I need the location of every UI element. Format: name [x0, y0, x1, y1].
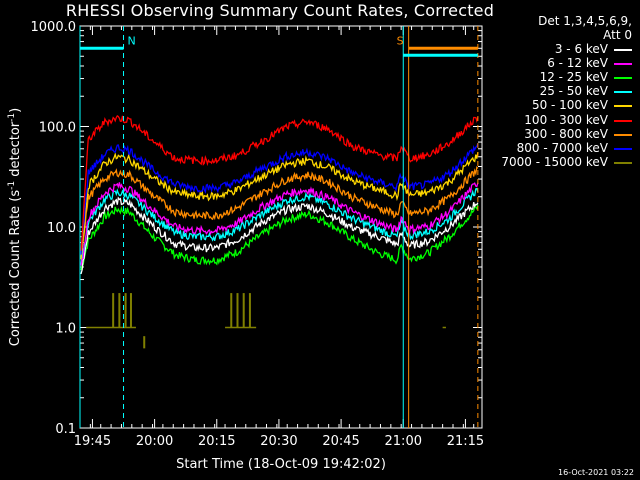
chart-title: RHESSI Observing Summary Count Rates, Co…: [65, 1, 495, 20]
legend-label: 25 - 50 keV: [539, 84, 608, 99]
y-axis-label-part: detector: [8, 121, 23, 181]
y-tick-label: 1000.0: [31, 20, 77, 35]
legend-item: 50 - 100 keV: [488, 98, 634, 112]
legend-label: 12 - 25 keV: [539, 70, 608, 85]
legend-item: 12 - 25 keV: [488, 70, 634, 84]
y-axis-label-superscript: -1: [7, 113, 17, 122]
legend-swatch: [614, 161, 632, 164]
x-axis-label: Start Time (18-Oct-09 19:42:02): [176, 457, 386, 472]
legend-item: 800 - 7000 keV: [488, 141, 634, 155]
y-axis-label-superscript: -1: [7, 181, 17, 190]
legend-label: 3 - 6 keV: [554, 42, 608, 56]
y-tick-label: 0.1: [55, 422, 76, 437]
x-tick-label: 20:30: [260, 434, 297, 449]
x-tick-label: 20:15: [198, 434, 235, 449]
legend-item: 300 - 800 keV: [488, 127, 634, 141]
legend-swatch: [614, 119, 632, 122]
series-line-12-25keV: [80, 204, 479, 271]
series-line-50-100keV: [80, 151, 479, 260]
x-tick-label: 20:00: [136, 434, 173, 449]
annotation-label-N: N: [128, 34, 136, 47]
series-line-6-12keV: [80, 182, 479, 266]
x-tick-label: 20:45: [322, 434, 359, 449]
legend-swatch: [614, 77, 632, 80]
legend-label: 6 - 12 keV: [547, 56, 608, 71]
legend-swatch: [614, 49, 632, 51]
series-line-800-7000keV: [80, 143, 479, 255]
y-tick-label: 1.0: [55, 322, 76, 337]
series-line-3-6keV: [80, 196, 479, 275]
series-line-300-800keV: [80, 166, 479, 260]
legend-swatch: [614, 133, 632, 136]
legend-item: 25 - 50 keV: [488, 84, 634, 98]
legend-label: 800 - 7000 keV: [516, 140, 608, 155]
y-tick-label: 100.0: [39, 121, 76, 136]
legend-item: 7000 - 15000 keV: [488, 155, 634, 169]
legend-swatch: [614, 105, 632, 108]
y-tick-label: 10.0: [47, 221, 76, 236]
legend-swatch: [614, 147, 632, 150]
legend-swatch: [614, 91, 632, 94]
legend-label: 300 - 800 keV: [524, 126, 608, 141]
legend-header-line2: Att 0: [603, 28, 632, 42]
x-tick-label: 21:00: [385, 434, 422, 449]
annotation-label-S: S: [397, 34, 404, 47]
footer-timestamp: 16-Oct-2021 03:22: [558, 468, 634, 477]
legend-label: 50 - 100 keV: [531, 98, 608, 113]
y-axis-label-part: Corrected Count Rate (s: [8, 190, 23, 347]
series-line-25-50keV: [80, 187, 479, 266]
legend-item: 6 - 12 keV: [488, 56, 634, 70]
legend-label: 7000 - 15000 keV: [501, 154, 608, 169]
legend-item: 100 - 300 keV: [488, 113, 634, 127]
y-axis-label-part: ): [8, 108, 23, 113]
x-tick-label: 21:15: [447, 434, 484, 449]
legend-header-line1: Det 1,3,4,5,6,9,: [538, 14, 632, 28]
legend-label: 100 - 300 keV: [524, 112, 608, 127]
legend-item: 3 - 6 keV: [488, 42, 634, 56]
x-tick-label: 19:45: [74, 434, 111, 449]
y-axis-label: Corrected Count Rate (s-1 detector-1): [7, 108, 23, 346]
series-line-100-300keV: [80, 115, 479, 251]
legend-swatch: [614, 63, 632, 66]
